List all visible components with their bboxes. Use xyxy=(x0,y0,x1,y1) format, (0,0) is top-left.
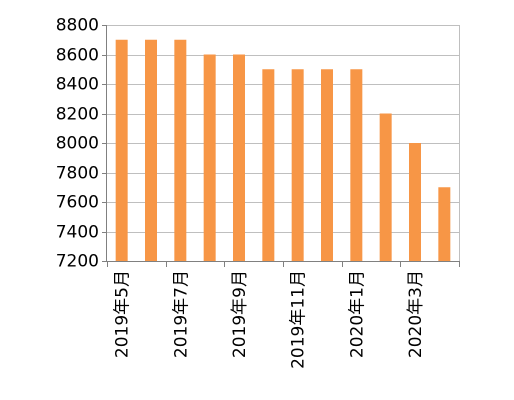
y-tick-label: 7200 xyxy=(56,252,99,272)
x-tick-label: 2020年1月 xyxy=(347,270,367,358)
bar xyxy=(115,39,128,261)
y-tick-label: 7600 xyxy=(56,193,99,213)
bar xyxy=(350,69,363,261)
bar xyxy=(262,69,275,261)
x-axis-tick-labels: 2019年5月 2019年7月 2019年9月 2019年11月 2020年1月 2020… xyxy=(113,270,426,369)
bar xyxy=(379,113,392,261)
y-tick-label: 8000 xyxy=(56,134,99,154)
y-axis-tick-labels: 7200 7400 7600 7800 8000 8200 8400 8600 8800 xyxy=(56,16,99,272)
bar xyxy=(145,39,157,261)
bar xyxy=(291,69,304,261)
y-tick-label: 8600 xyxy=(56,46,99,66)
bar xyxy=(233,54,245,261)
x-tick-label: 2019年9月 xyxy=(230,270,250,358)
gridlines xyxy=(107,25,459,233)
y-tick-label: 8400 xyxy=(56,75,99,95)
x-tick-label: 2019年7月 xyxy=(171,270,191,358)
bar xyxy=(174,39,187,261)
bar xyxy=(409,143,421,261)
x-tick-label: 2019年11月 xyxy=(289,270,309,369)
bar xyxy=(203,54,216,261)
y-tick-label: 8800 xyxy=(56,16,99,36)
bar xyxy=(321,69,333,261)
bars xyxy=(115,39,451,261)
bar xyxy=(438,187,451,261)
y-tick-label: 8200 xyxy=(56,105,99,125)
x-tick-label: 2019年5月 xyxy=(113,270,133,358)
x-tick-label: 2020年3月 xyxy=(406,270,426,358)
axes xyxy=(102,25,460,267)
y-tick-label: 7800 xyxy=(56,164,99,184)
y-tick-label: 7400 xyxy=(56,223,99,243)
